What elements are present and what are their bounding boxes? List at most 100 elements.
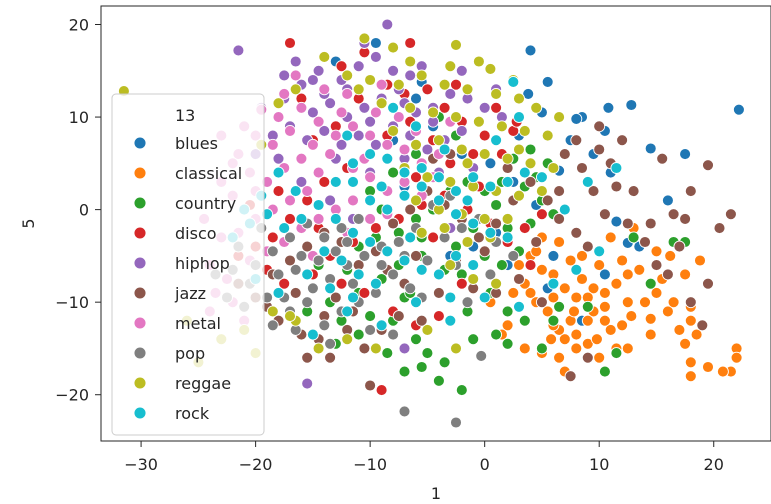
point-country xyxy=(410,333,422,346)
point-jazz xyxy=(644,217,657,230)
legend-box xyxy=(111,93,265,436)
point-classical xyxy=(581,314,594,327)
legend-marker-classical xyxy=(133,166,147,180)
point-jazz xyxy=(289,286,302,299)
y-axis-label: 5 xyxy=(19,218,38,228)
point-rock xyxy=(518,166,531,179)
point-metal xyxy=(375,78,388,91)
point-classical xyxy=(568,305,580,318)
point-hiphop xyxy=(478,101,491,114)
point-rock xyxy=(272,166,285,179)
point-pop xyxy=(375,259,388,272)
point-hiphop xyxy=(369,50,382,63)
point-pop xyxy=(387,268,400,281)
point-rock xyxy=(415,180,428,193)
point-blues xyxy=(602,101,615,114)
point-jazz xyxy=(513,273,525,285)
point-country xyxy=(387,166,400,179)
point-rock xyxy=(312,199,325,211)
legend-marker-reggae xyxy=(133,376,147,390)
x-axis-label: 1 xyxy=(431,484,441,503)
point-jazz xyxy=(541,194,554,207)
x-tick-label: −10 xyxy=(353,455,387,474)
point-metal xyxy=(312,115,325,128)
point-hiphop xyxy=(306,106,319,119)
point-hiphop xyxy=(455,64,468,77)
point-country xyxy=(518,314,531,327)
point-classical xyxy=(541,305,554,318)
point-rock xyxy=(364,236,377,248)
point-classical xyxy=(650,286,663,299)
point-disco xyxy=(278,277,291,290)
point-reggae xyxy=(312,342,325,355)
point-rock xyxy=(301,268,314,281)
point-jazz xyxy=(702,159,714,172)
point-pop xyxy=(364,323,377,336)
point-blues xyxy=(541,75,554,88)
point-hiphop xyxy=(232,44,245,57)
point-jazz xyxy=(661,268,674,281)
point-metal xyxy=(392,111,405,124)
point-jazz xyxy=(581,240,594,253)
point-reggae xyxy=(427,106,440,119)
point-reggae xyxy=(438,222,451,235)
point-country xyxy=(381,347,394,360)
point-pop xyxy=(387,328,400,341)
point-country xyxy=(581,300,594,313)
point-reggae xyxy=(450,38,462,51)
y-axis-ticks: −20 −10 0 10 20 xyxy=(55,16,101,405)
series-rock xyxy=(226,75,623,341)
point-disco xyxy=(438,101,451,114)
point-rock xyxy=(278,222,291,235)
point-hiphop xyxy=(312,64,325,77)
point-classical xyxy=(576,249,588,262)
point-jazz xyxy=(570,226,583,239)
point-classical xyxy=(593,351,606,364)
point-reggae xyxy=(387,41,400,54)
point-jazz xyxy=(656,152,669,165)
point-metal xyxy=(324,148,337,161)
point-rock xyxy=(581,175,594,188)
point-metal xyxy=(341,87,354,100)
point-rock xyxy=(450,208,462,221)
point-reggae xyxy=(358,32,371,45)
point-reggae xyxy=(444,259,457,272)
point-metal xyxy=(347,194,359,207)
legend-label-jazz: jazz xyxy=(174,284,206,303)
point-reggae xyxy=(472,115,485,128)
point-country xyxy=(467,333,480,346)
point-rock xyxy=(398,254,411,267)
point-rock xyxy=(507,75,520,88)
y-tick-label: 10 xyxy=(69,108,89,127)
point-metal xyxy=(364,129,377,142)
point-rock xyxy=(347,291,359,304)
point-hiphop xyxy=(381,18,394,31)
point-rock xyxy=(513,300,525,313)
point-jazz xyxy=(490,217,503,230)
point-metal xyxy=(289,69,302,82)
point-classical xyxy=(604,231,617,244)
point-classical xyxy=(684,370,697,383)
point-country xyxy=(455,384,468,397)
point-rock xyxy=(347,157,359,170)
point-blues xyxy=(570,112,583,125)
point-blues xyxy=(484,157,497,170)
point-classical xyxy=(610,277,623,290)
point-rock xyxy=(335,254,348,267)
point-hiphop xyxy=(324,97,337,110)
series-classical xyxy=(484,222,743,383)
point-rock xyxy=(381,203,394,216)
point-jazz xyxy=(610,180,623,193)
point-jazz xyxy=(553,212,566,225)
point-rock xyxy=(444,314,457,327)
point-country xyxy=(627,231,640,244)
point-jazz xyxy=(564,370,577,383)
point-rock xyxy=(467,171,480,184)
point-classical xyxy=(667,296,680,309)
point-metal xyxy=(272,111,285,124)
point-disco xyxy=(478,129,491,142)
point-country xyxy=(490,199,503,211)
point-reggae xyxy=(284,310,296,323)
point-rock xyxy=(318,245,331,258)
point-reggae xyxy=(415,226,428,239)
